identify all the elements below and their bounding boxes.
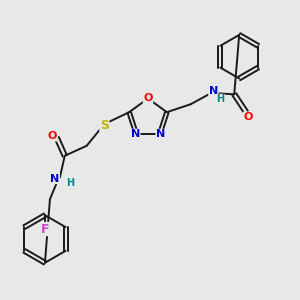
Text: F: F [41,223,49,236]
Text: O: O [143,94,153,103]
Text: N: N [50,174,59,184]
Text: S: S [100,118,109,132]
Text: O: O [47,131,57,141]
Text: N: N [131,129,140,139]
Text: N: N [209,86,218,96]
Text: N: N [156,129,165,139]
Text: H: H [66,178,74,188]
Text: O: O [243,112,253,122]
Text: H: H [216,94,224,104]
